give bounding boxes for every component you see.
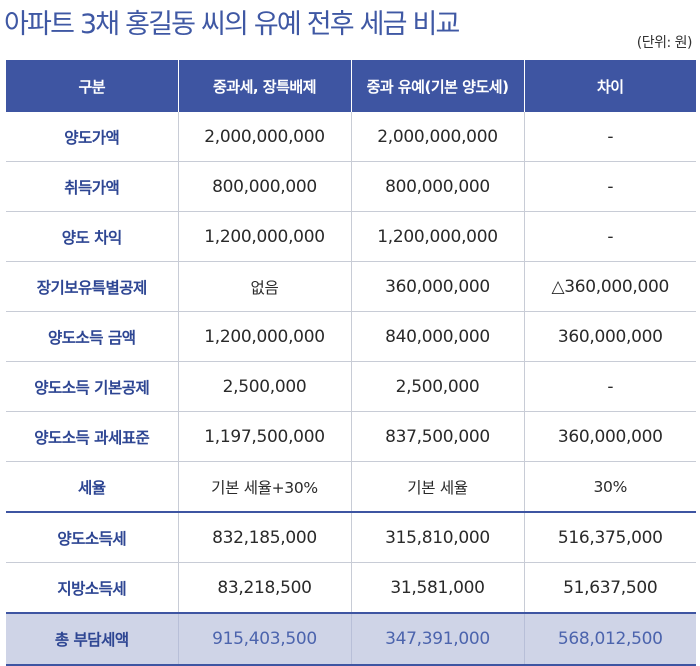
page-title: 아파트 3채 홍길동 씨의 유예 전후 세금 비교 bbox=[4, 9, 460, 40]
table-cell: 없음 bbox=[177, 261, 351, 312]
row-label: 양도가액 bbox=[64, 128, 120, 147]
table-row: 취득가액 800,000,000 800,000,000 - bbox=[6, 161, 696, 212]
row-label: 양도소득 기본공제 bbox=[6, 361, 178, 412]
table-row: 양도소득세 832,185,000 315,810,000 516,375,00… bbox=[6, 511, 696, 563]
row-label: 양도소득 금액 bbox=[6, 311, 178, 362]
table-cell: 1,200,000,000 bbox=[350, 211, 524, 262]
table-cell: 800,000,000 bbox=[177, 161, 351, 212]
table-cell: - bbox=[523, 112, 696, 162]
table-cell: 기본 세율 bbox=[350, 461, 524, 512]
table-cell: 360,000,000 bbox=[523, 411, 696, 462]
row-label: 양도소득세 bbox=[6, 511, 178, 563]
table-row: 양도가액 2,000,000,000 2,000,000,000 - bbox=[6, 112, 696, 162]
table-cell: 915,403,500 bbox=[177, 612, 351, 666]
total-row: 총 부담세액 915,403,500 347,391,000 568,012,5… bbox=[6, 612, 696, 666]
table-cell: 347,391,000 bbox=[350, 612, 524, 666]
table-row: 양도소득 과세표준 1,197,500,000 837,500,000 360,… bbox=[6, 411, 696, 462]
column-header: 중과세, 장특배제 bbox=[177, 60, 351, 112]
table-cell: 2,000,000,000 bbox=[177, 112, 351, 162]
tax-comparison-table: 구분 중과세, 장특배제 중과 유예(기본 양도세) 차이 양도가액 2,000… bbox=[6, 60, 696, 666]
table-cell: 2,500,000 bbox=[350, 361, 524, 412]
table-cell: 516,375,000 bbox=[523, 511, 696, 563]
table-row: 지방소득세 83,218,500 31,581,000 51,637,500 bbox=[6, 562, 696, 613]
table-cell: 800,000,000 bbox=[350, 161, 524, 212]
table-cell: - bbox=[523, 361, 696, 412]
column-header: 중과 유예(기본 양도세) bbox=[350, 60, 524, 112]
table-row: 장기보유특별공제 없음 360,000,000 △360,000,000 bbox=[6, 261, 696, 312]
row-label: 양도소득 과세표준 bbox=[6, 411, 178, 462]
table-cell: 568,012,500 bbox=[523, 612, 696, 666]
table-cell: 2,000,000,000 bbox=[350, 112, 524, 162]
unit-note: (단위: 원) bbox=[636, 35, 693, 51]
table-cell: 기본 세율+30% bbox=[177, 461, 351, 512]
table-cell: 31,581,000 bbox=[350, 562, 524, 613]
table-cell: 315,810,000 bbox=[350, 511, 524, 563]
table-cell: 832,185,000 bbox=[177, 511, 351, 563]
table-row: 양도 차익 1,200,000,000 1,200,000,000 - bbox=[6, 211, 696, 262]
table-cell: 360,000,000 bbox=[523, 311, 696, 362]
column-header: 차이 bbox=[523, 60, 696, 112]
row-label: 양도 차익 bbox=[6, 211, 178, 262]
table-cell: 1,197,500,000 bbox=[177, 411, 351, 462]
row-label: 세율 bbox=[6, 461, 178, 512]
table-cell: 840,000,000 bbox=[350, 311, 524, 362]
row-label: 취득가액 bbox=[6, 161, 178, 212]
table-cell: 1,200,000,000 bbox=[177, 211, 351, 262]
table-cell: - bbox=[523, 211, 696, 262]
table-cell: 2,500,000 bbox=[177, 361, 351, 412]
row-label: 장기보유특별공제 bbox=[6, 261, 178, 312]
table-row: 양도소득 금액 1,200,000,000 840,000,000 360,00… bbox=[6, 311, 696, 362]
table-cell: 83,218,500 bbox=[177, 562, 351, 613]
table-cell: 360,000,000 bbox=[350, 261, 524, 312]
row-label: 지방소득세 bbox=[6, 562, 178, 613]
table-cell: 837,500,000 bbox=[350, 411, 524, 462]
table-cell: △360,000,000 bbox=[523, 261, 696, 312]
table-row: 양도소득 기본공제 2,500,000 2,500,000 - bbox=[6, 361, 696, 412]
table-header-row: 구분 중과세, 장특배제 중과 유예(기본 양도세) 차이 bbox=[6, 60, 696, 112]
table-cell: 51,637,500 bbox=[523, 562, 696, 613]
row-label: 총 부담세액 bbox=[6, 612, 178, 666]
table-cell: 1,200,000,000 bbox=[177, 311, 351, 362]
table-cell: - bbox=[523, 161, 696, 212]
column-header: 구분 bbox=[6, 60, 178, 112]
table-cell: 30% bbox=[523, 461, 696, 512]
table-row: 세율 기본 세율+30% 기본 세율 30% bbox=[6, 461, 696, 512]
page: 아파트 3채 홍길동 씨의 유예 전후 세금 비교 (단위: 원) 구분 중과세… bbox=[4, 9, 696, 666]
